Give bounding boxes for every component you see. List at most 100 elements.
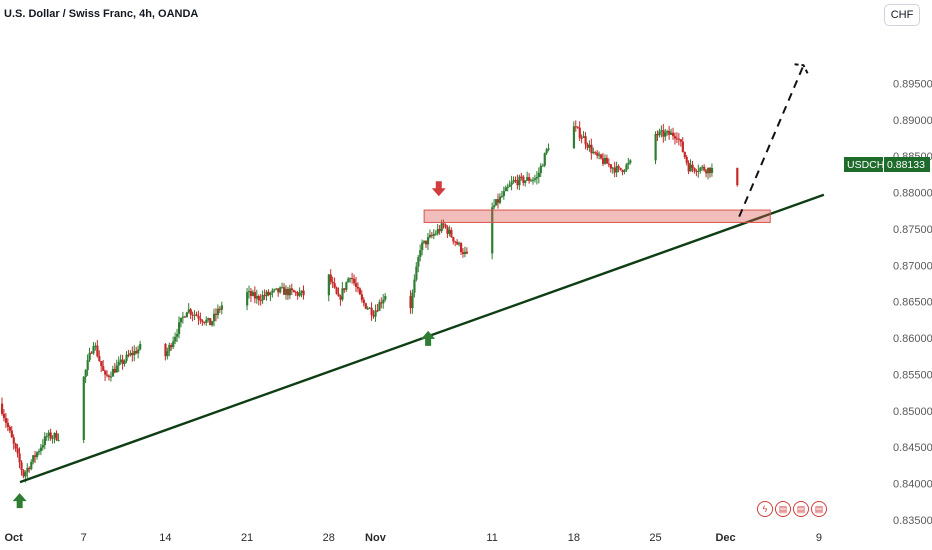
currency-button[interactable]: CHF — [884, 4, 920, 26]
candle-body — [36, 452, 39, 457]
candle-body — [37, 451, 41, 453]
candle-body — [368, 307, 371, 309]
candle-body — [613, 167, 616, 173]
candle-body — [284, 289, 288, 295]
candle-body — [248, 291, 251, 293]
candle-body — [281, 287, 284, 289]
candle-body — [351, 278, 354, 280]
candle-body — [508, 184, 511, 187]
candle-body — [349, 278, 352, 280]
candle-body — [203, 322, 206, 324]
candle-body — [337, 293, 340, 297]
candle-body — [436, 229, 439, 234]
candle-body — [18, 453, 21, 463]
candle-body — [356, 286, 360, 289]
candle-body — [514, 180, 517, 182]
resistance-zone[interactable] — [423, 209, 771, 223]
candle-body — [209, 318, 212, 326]
candle-body — [380, 302, 383, 304]
time-tick-label: Oct — [4, 532, 23, 544]
candle-body — [592, 152, 595, 154]
candle-body — [277, 288, 280, 293]
candle-body — [220, 305, 223, 310]
projection-path[interactable] — [738, 64, 805, 217]
candle-body — [55, 433, 58, 441]
candle-body — [51, 437, 54, 439]
candle-body — [333, 283, 336, 288]
candle-body — [290, 288, 294, 291]
candle-body — [670, 132, 673, 135]
candle-body — [179, 317, 183, 323]
candle-body — [125, 354, 128, 361]
candle-body — [498, 196, 502, 203]
calendar-event-icon[interactable]: ▤ — [793, 501, 809, 517]
calendar-event-icon[interactable]: ▤ — [775, 501, 791, 517]
candle-body — [370, 307, 373, 316]
calendar-event-icon[interactable]: ▤ — [811, 501, 827, 517]
candle-body — [495, 199, 498, 206]
candle-body — [465, 251, 469, 254]
candle-body — [45, 436, 48, 438]
lightning-icon[interactable]: ϟ — [757, 501, 773, 517]
candle-body — [2, 413, 6, 419]
time-tick-label: Nov — [365, 532, 387, 544]
candle-body — [703, 166, 706, 171]
candle-body — [372, 315, 375, 317]
candle-body — [535, 176, 539, 179]
candle-body — [360, 294, 364, 300]
candle-body — [450, 229, 453, 238]
candle-body — [53, 433, 56, 438]
candle-body — [213, 313, 216, 322]
candle-body — [586, 144, 589, 148]
candle-body — [615, 166, 618, 173]
candle-body — [107, 375, 111, 377]
candle-body — [43, 436, 46, 446]
candle-body — [117, 362, 120, 366]
candle-body — [594, 152, 597, 154]
candle-body — [374, 310, 377, 317]
candle-body — [602, 158, 605, 164]
candle-body — [341, 288, 344, 300]
candle-body — [496, 199, 500, 203]
candle-body — [736, 167, 739, 186]
candle-body — [705, 170, 708, 174]
candle-body — [343, 288, 346, 290]
candle-body — [502, 191, 506, 196]
candle-body — [621, 169, 624, 172]
price-axis: 0.895000.890000.885000.880000.875000.870… — [893, 78, 932, 527]
time-tick-label: 14 — [159, 532, 171, 544]
candle-body — [522, 176, 525, 183]
price-tick-label: 0.89000 — [893, 115, 932, 127]
candle-body — [693, 168, 696, 171]
candle-body — [261, 295, 264, 301]
candle-body — [191, 314, 194, 316]
candle-body — [111, 368, 115, 377]
candle-body — [524, 180, 527, 183]
candle-body — [605, 157, 609, 164]
candle-body — [207, 318, 210, 320]
candlestick-series — [1, 120, 739, 483]
candle-body — [448, 229, 451, 234]
candle-body — [600, 154, 603, 159]
candle-body — [596, 152, 599, 156]
candle-body — [528, 177, 531, 181]
candle-body — [491, 207, 494, 254]
time-tick-label: Dec — [715, 532, 735, 544]
candle-body — [199, 318, 202, 321]
candle-body — [41, 445, 45, 448]
candle-body — [438, 229, 441, 232]
time-tick-label: 25 — [649, 532, 661, 544]
candle-body — [708, 167, 712, 173]
candle-body — [442, 223, 445, 225]
candle-body — [283, 287, 286, 295]
candle-body — [516, 180, 519, 186]
candle-body — [263, 295, 266, 297]
candle-body — [98, 356, 101, 362]
candle-body — [660, 130, 663, 132]
candle-body — [668, 130, 671, 135]
candle-body — [164, 344, 167, 357]
candle-body — [82, 376, 85, 441]
price-tick-label: 0.84500 — [893, 442, 932, 454]
candle-body — [109, 376, 113, 378]
